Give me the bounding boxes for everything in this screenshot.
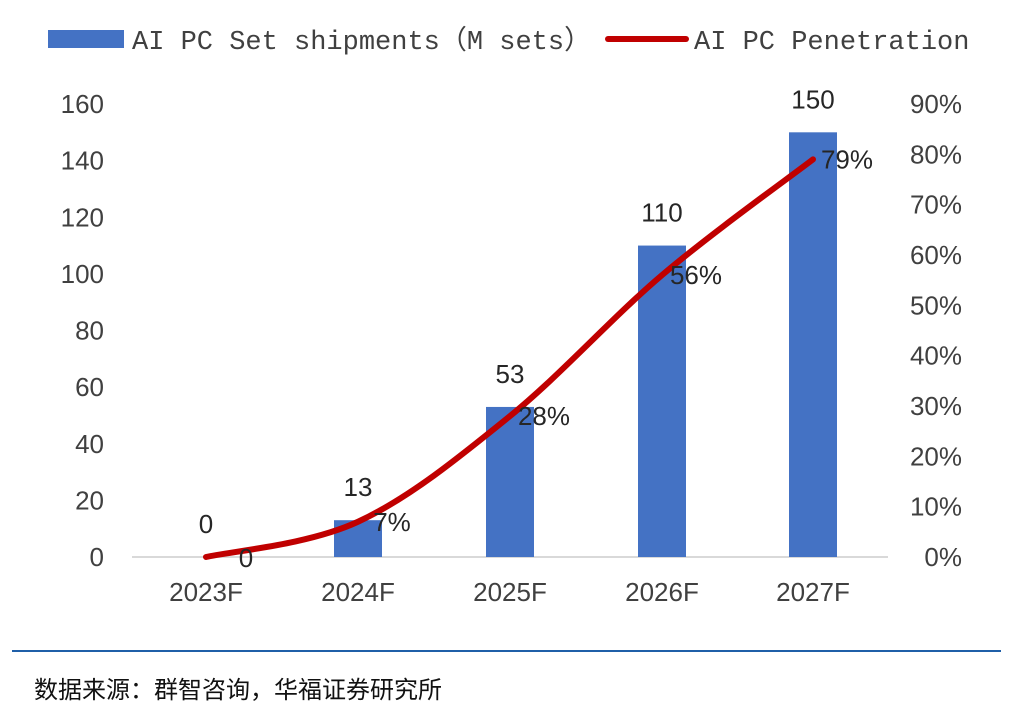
bar — [789, 132, 837, 557]
y-left-tick: 80 — [75, 316, 104, 346]
bar-data-label: 110 — [641, 198, 682, 228]
y-left-tick: 60 — [75, 372, 104, 402]
y-right-tick: 80% — [910, 139, 962, 169]
line-series — [203, 156, 816, 560]
y-right-tick: 60% — [910, 240, 962, 270]
bar-data-label: 13 — [344, 472, 373, 502]
x-axis-ticks: 2023F 2024F 2025F 2026F 2027F — [169, 577, 850, 607]
bar-data-labels: 0 13 53 110 150 — [199, 84, 835, 539]
y-left-tick: 20 — [75, 485, 104, 515]
legend-bar-swatch — [48, 30, 124, 48]
y-left-tick: 120 — [61, 202, 104, 232]
x-tick: 2027F — [776, 577, 850, 607]
x-tick: 2026F — [625, 577, 699, 607]
y-right-tick: 0% — [924, 542, 962, 572]
footer-divider — [12, 650, 1001, 652]
line-data-label: 7% — [373, 507, 411, 537]
y-axis-right: 0% 10% 20% 30% 40% 50% 60% 70% 80% 90% — [910, 89, 962, 572]
penetration-line — [203, 156, 816, 560]
y-right-tick: 50% — [910, 290, 962, 320]
y-right-tick: 70% — [910, 190, 962, 220]
y-left-tick: 100 — [61, 259, 104, 289]
y-right-tick: 10% — [910, 492, 962, 522]
x-tick: 2025F — [473, 577, 547, 607]
bar-data-label: 150 — [791, 84, 834, 114]
bar-data-label: 53 — [496, 359, 525, 389]
line-data-label: 0 — [239, 543, 253, 573]
y-left-tick: 40 — [75, 429, 104, 459]
line-data-labels: 0 7% 28% 56% 79% — [239, 144, 873, 573]
source-note: 数据来源：群智咨询，华福证券研究所 — [34, 676, 442, 704]
x-tick: 2024F — [321, 577, 395, 607]
legend-line-label: AI PC Penetration — [694, 28, 969, 58]
x-tick: 2023F — [169, 577, 243, 607]
line-data-label: 28% — [518, 401, 570, 431]
legend: AI PC Set shipments（M sets） AI PC Penetra… — [48, 26, 969, 58]
bar — [638, 245, 686, 557]
y-left-tick: 0 — [90, 542, 104, 572]
bar-data-label: 0 — [199, 509, 213, 539]
y-axis-left: 0 20 40 60 80 100 120 140 160 — [61, 89, 104, 572]
y-left-tick: 160 — [61, 89, 104, 119]
line-data-label: 79% — [821, 144, 873, 174]
y-right-tick: 90% — [910, 89, 962, 119]
y-left-tick: 140 — [61, 146, 104, 176]
y-right-tick: 40% — [910, 341, 962, 371]
line-data-label: 56% — [670, 260, 722, 290]
y-right-tick: 20% — [910, 441, 962, 471]
y-right-tick: 30% — [910, 391, 962, 421]
legend-bar-label: AI PC Set shipments（M sets） — [132, 26, 591, 58]
